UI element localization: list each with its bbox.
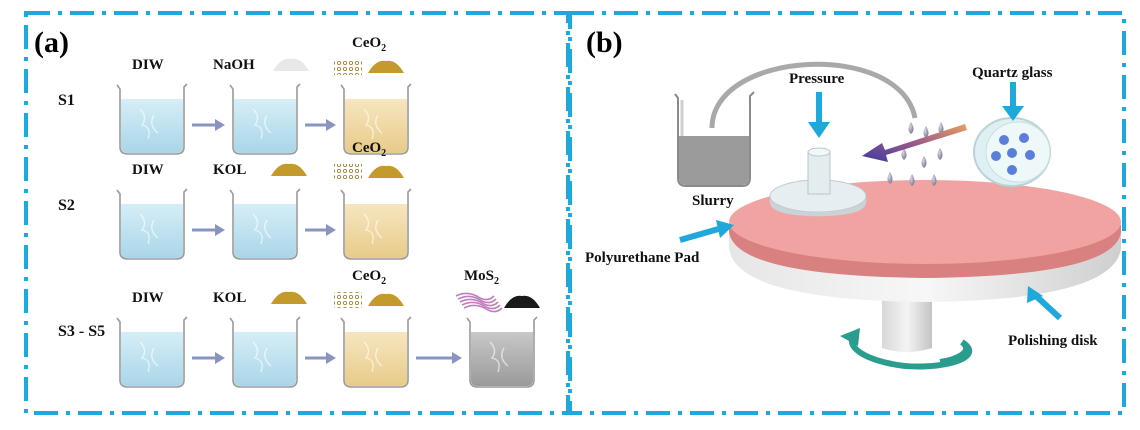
beaker — [116, 83, 188, 155]
rotation-arrow — [840, 328, 973, 370]
quartz-glass-disc — [973, 117, 1051, 187]
quartz-pointer-arrowhead — [1002, 106, 1024, 121]
beaker — [340, 83, 412, 155]
flow-arrow — [192, 224, 225, 236]
kol-powder-icon — [271, 163, 307, 176]
flow-arrow — [416, 352, 462, 364]
naoh-powder-icon — [273, 58, 309, 71]
beaker — [340, 316, 412, 388]
ceo2-powder-icon — [368, 60, 404, 73]
quartz-glass-label: Quartz glass — [972, 65, 1053, 81]
slurry-feed-tube — [709, 61, 918, 129]
pressure-label: Pressure — [789, 71, 845, 87]
direction-arrow — [862, 124, 967, 162]
flow-arrow — [305, 352, 336, 364]
step-label: DIW — [132, 162, 164, 178]
beaker — [116, 316, 188, 388]
panel-a-label: (a) — [34, 26, 69, 59]
pressure-arrowhead — [808, 122, 830, 138]
beaker — [229, 83, 301, 155]
flow-arrow — [305, 119, 336, 131]
beaker — [116, 188, 188, 260]
disk-pointer-arrow — [1033, 293, 1063, 321]
flow-arrow — [305, 224, 336, 236]
ceo2-powder-icon — [368, 293, 404, 306]
sample-row-label: S1 — [58, 92, 75, 109]
ceo2-fiber-icon — [334, 292, 362, 308]
kol-powder-icon — [271, 291, 307, 304]
polyurethane-pad-label: Polyurethane Pad — [585, 250, 700, 266]
mos2-powder-icon — [504, 295, 540, 308]
pad-pointer-arrow — [679, 225, 723, 243]
panel-a-process-rows: S1 DIW NaOH CeO2 S2 DIW KOL CeO2 S3 - S5 DIW KOL Ce… — [58, 35, 540, 388]
panel-b-border — [568, 11, 1126, 415]
step-label: KOL — [213, 290, 246, 306]
step-label: CeO2 — [352, 140, 386, 159]
pad-pointer-arrowhead — [716, 220, 734, 238]
ceo2-powder-icon — [368, 165, 404, 178]
slurry-label: Slurry — [692, 193, 734, 209]
ceo2-fiber-icon — [334, 164, 362, 180]
beaker — [340, 188, 412, 260]
flow-arrow — [192, 119, 225, 131]
step-label: MoS2 — [464, 268, 499, 287]
slurry-beaker — [674, 91, 755, 187]
step-label: CeO2 — [352, 35, 386, 54]
disk-pointer-arrowhead — [1027, 286, 1043, 303]
panel-b-polishing-setup: Pressure Quartz gla — [585, 61, 1121, 370]
flow-arrow — [192, 352, 225, 364]
polishing-disk-label: Polishing disk — [1008, 333, 1098, 349]
sample-row-label: S2 — [58, 197, 75, 214]
step-label: CeO2 — [352, 268, 386, 287]
beaker — [229, 188, 301, 260]
ceo2-fiber-icon — [334, 59, 362, 75]
panel-a-border — [24, 11, 570, 415]
beaker — [229, 316, 301, 388]
step-label: KOL — [213, 162, 246, 178]
step-label: NaOH — [213, 57, 255, 73]
sample-holder — [769, 147, 867, 217]
step-label: DIW — [132, 290, 164, 306]
mos2-fiber-icon — [455, 292, 503, 313]
step-label: DIW — [132, 57, 164, 73]
sample-row-label: S3 - S5 — [58, 323, 105, 340]
panel-b-label: (b) — [586, 26, 623, 59]
beaker — [466, 316, 538, 388]
slurry-droplets — [887, 122, 944, 186]
